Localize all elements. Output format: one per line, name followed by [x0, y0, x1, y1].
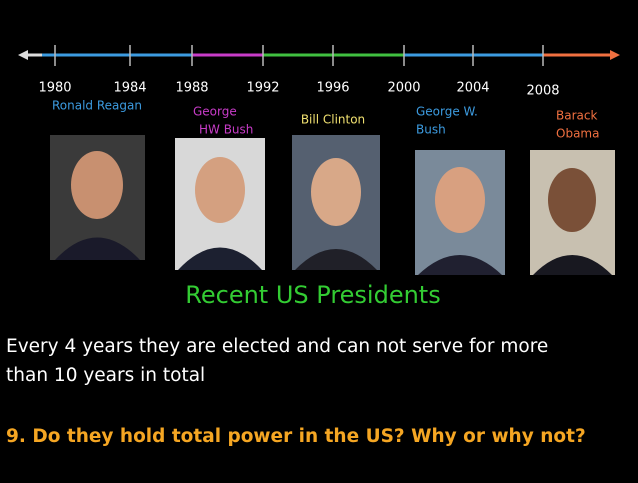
president-name: George W. — [416, 105, 478, 119]
year-label: 2008 — [526, 84, 559, 99]
photo-bush — [175, 138, 265, 270]
question: 9. Do they hold total power in the US? W… — [6, 426, 586, 447]
president-name: Barack — [556, 109, 597, 123]
year-label: 1980 — [38, 81, 71, 96]
president-name: Bill Clinton — [301, 113, 365, 127]
photo-obama — [530, 150, 615, 275]
photo-clinton — [292, 135, 380, 270]
body-line: Every 4 years they are elected and can n… — [6, 336, 548, 357]
president-name: Bush — [416, 123, 446, 137]
photo-gwbush — [415, 150, 505, 275]
president-name: HW Bush — [199, 123, 253, 137]
photo-reagan — [50, 135, 145, 260]
body-line: than 10 years in total — [6, 365, 205, 386]
slide-title: Recent US Presidents — [185, 281, 440, 309]
year-label: 1988 — [175, 81, 208, 96]
year-label: 2000 — [387, 81, 420, 96]
photos — [50, 135, 615, 275]
year-label: 2004 — [456, 81, 489, 96]
year-label: 1992 — [246, 81, 279, 96]
president-name: George — [193, 105, 237, 119]
year-label: 1984 — [113, 81, 146, 96]
president-name: Obama — [556, 127, 599, 141]
year-label: 1996 — [316, 81, 349, 96]
president-name: Ronald Reagan — [52, 99, 142, 113]
